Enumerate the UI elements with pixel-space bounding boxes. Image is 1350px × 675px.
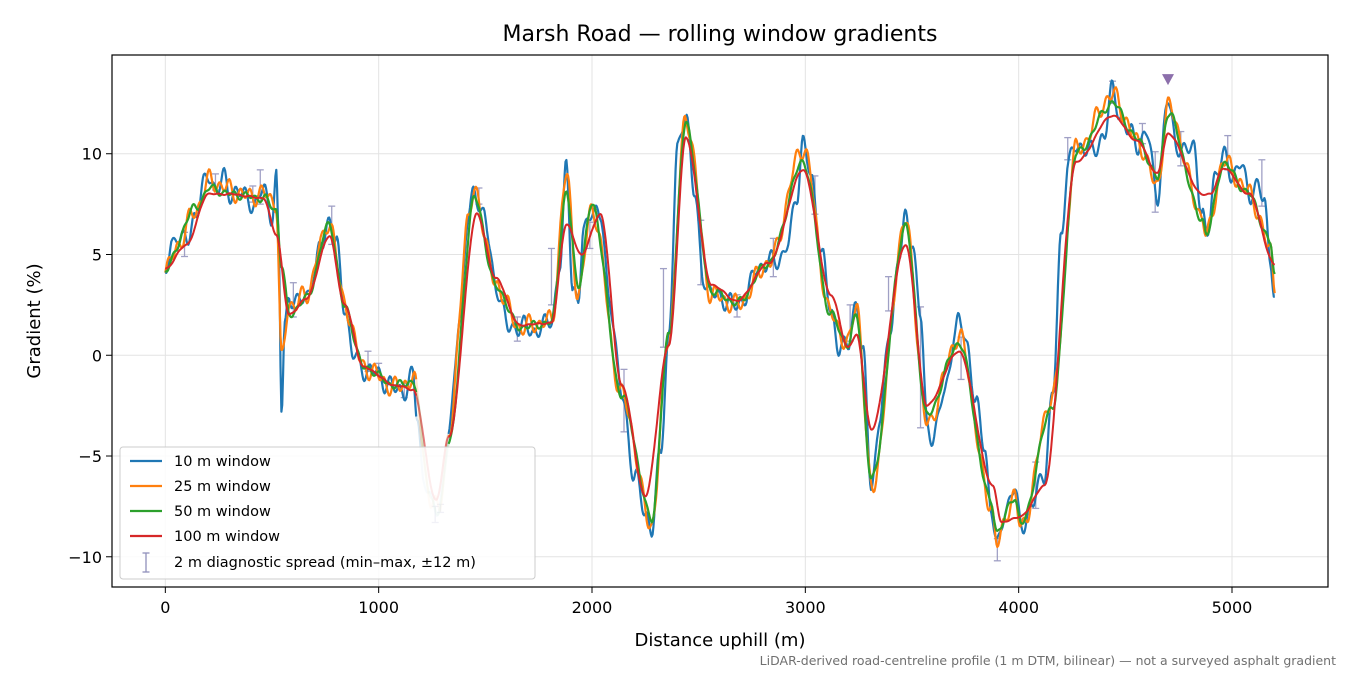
error-bar: [885, 276, 893, 312]
x-tick-label: 3000: [785, 598, 826, 617]
x-axis-label: Distance uphill (m): [635, 630, 806, 651]
legend-box: [119, 446, 536, 580]
legend-entry-10m: 10 m window: [130, 454, 271, 470]
x-axis-ticks: 0 1000 2000 3000 4000 5000: [160, 587, 1252, 617]
legend-swatch-errorbar: [142, 552, 150, 573]
error-bar: [547, 247, 555, 306]
peak-marker-layer: [1162, 74, 1174, 86]
legend-label-10m: 10 m window: [174, 454, 271, 470]
y-axis-label: Gradient (%): [24, 263, 45, 378]
legend-label-errorbar: 2 m diagnostic spread (min–max, ±12 m): [174, 555, 476, 571]
x-tick-label: 2000: [572, 598, 613, 617]
y-tick-label: 5: [92, 246, 102, 265]
y-tick-label: 0: [92, 346, 102, 365]
footnote: LiDAR-derived road-centreline profile (1…: [760, 653, 1336, 668]
y-axis-ticks: −10 −5 0 5 10: [68, 145, 112, 567]
legend-entry-50m: 50 m window: [130, 504, 271, 520]
y-tick-label: 10: [82, 145, 102, 164]
error-bar: [659, 267, 667, 348]
x-tick-label: 1000: [358, 598, 399, 617]
legend-label-100m: 100 m window: [174, 529, 280, 545]
legend-label-50m: 50 m window: [174, 504, 271, 520]
x-tick-label: 5000: [1212, 598, 1253, 617]
legend-entry-errorbar: 2 m diagnostic spread (min–max, ±12 m): [142, 552, 476, 573]
y-tick-label: −5: [78, 447, 102, 466]
legend-label-25m: 25 m window: [174, 479, 271, 495]
y-tick-label: −10: [68, 548, 102, 567]
peak-marker-icon: [1162, 74, 1174, 86]
legend-entry-100m: 100 m window: [130, 529, 280, 545]
legend-entry-25m: 25 m window: [130, 479, 271, 495]
x-tick-label: 4000: [998, 598, 1039, 617]
chart-title: Marsh Road — rolling window gradients: [503, 22, 938, 47]
legend: 10 m window 25 m window 50 m window 100 …: [119, 446, 536, 580]
plot-frame: [111, 54, 1329, 588]
x-tick-label: 0: [160, 598, 170, 617]
